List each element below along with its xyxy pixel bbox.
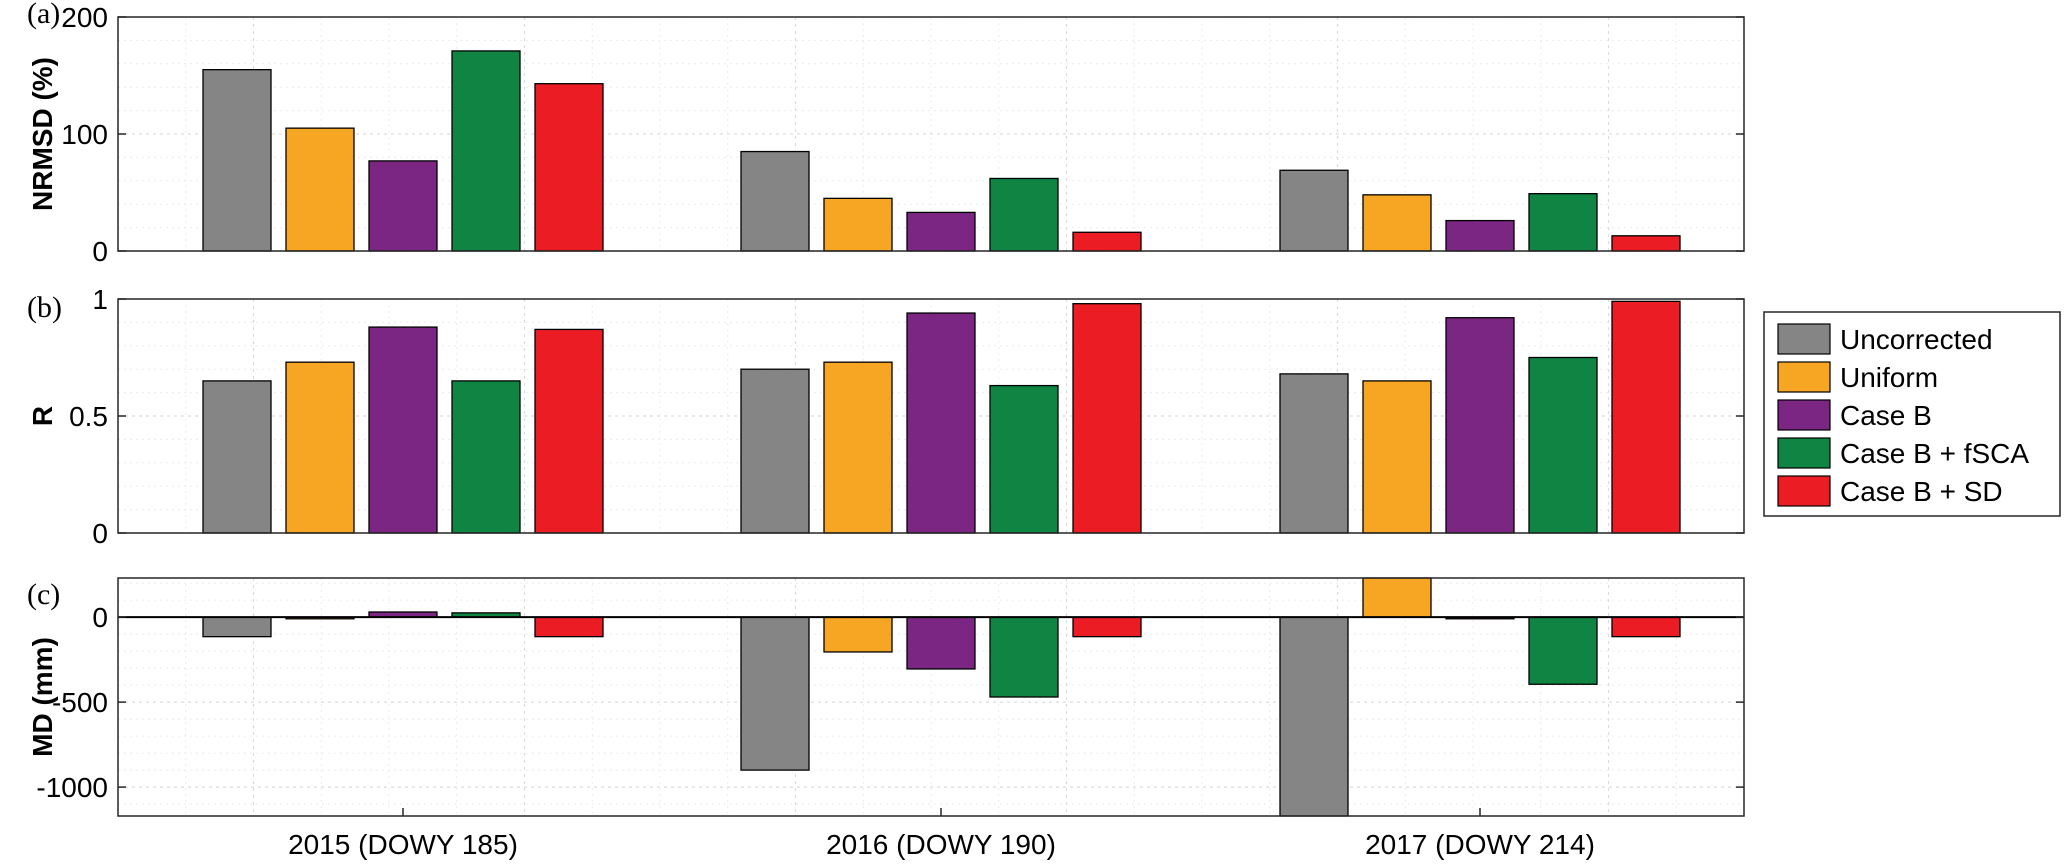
bar-uncorrected-2 <box>740 616 810 771</box>
x-tick-label: 2016 (DOWY 190) <box>826 829 1056 860</box>
axes-frame <box>117 577 1745 817</box>
legend-swatch <box>1777 361 1831 393</box>
y-axis-label: R <box>27 406 58 426</box>
bar-uncorrected-1 <box>202 616 272 638</box>
bar-case-b-sd-2 <box>1072 303 1142 534</box>
y-axis-label: NRMSD (%) <box>27 57 58 211</box>
bar-case-b-sd-2 <box>1072 231 1142 252</box>
y-axis-label: MD (mm) <box>27 637 58 757</box>
panel-tag: (a) <box>27 0 60 30</box>
bar-case-b-fsca-3 <box>1528 616 1598 685</box>
y-tick-label: 0 <box>92 602 108 633</box>
bar-case-b-1 <box>368 160 438 252</box>
bar-case-b-sd-1 <box>534 328 604 534</box>
legend-label: Case B + SD <box>1840 476 2003 507</box>
bar-case-b-fsca-2 <box>989 177 1059 252</box>
legend-label: Uncorrected <box>1840 324 1993 355</box>
x-tick-label: 2017 (DOWY 214) <box>1365 829 1595 860</box>
legend-swatch <box>1777 399 1831 431</box>
x-tick-label: 2015 (DOWY 185) <box>288 829 518 860</box>
bar-uniform-1 <box>285 361 355 534</box>
y-tick-label: -500 <box>52 687 108 718</box>
bar-uncorrected-2 <box>740 368 810 534</box>
bar-case-b-sd-1 <box>534 83 604 252</box>
bar-case-b-fsca-2 <box>989 384 1059 534</box>
bar-uncorrected-3 <box>1279 169 1349 252</box>
legend-swatch <box>1777 323 1831 355</box>
bar-case-b-sd-3 <box>1611 616 1681 638</box>
bar-case-b-fsca-2 <box>989 616 1059 698</box>
bar-uniform-2 <box>823 197 893 252</box>
bar-uniform-3 <box>1362 577 1432 618</box>
y-tick-label: 0 <box>92 236 108 267</box>
legend-label: Uniform <box>1840 362 1938 393</box>
legend-label: Case B + fSCA <box>1840 438 2029 469</box>
bar-case-b-sd-3 <box>1611 235 1681 252</box>
bar-uncorrected-1 <box>202 69 272 252</box>
bar-case-b-fsca-3 <box>1528 193 1598 252</box>
panel-c: -1000 -500 0 MD (mm) (c) <box>27 577 1745 817</box>
legend-label: Case B <box>1840 400 1932 431</box>
legend-swatch <box>1777 437 1831 469</box>
bar-case-b-2 <box>906 616 976 670</box>
bar-case-b-1 <box>368 326 438 534</box>
bar-case-b-sd-1 <box>534 616 604 638</box>
bar-case-b-3 <box>1445 219 1515 252</box>
bar-uncorrected-1 <box>202 380 272 534</box>
bar-uncorrected-3 <box>1279 373 1349 534</box>
y-tick-label: 0.5 <box>69 401 108 432</box>
panel-tag: (c) <box>27 578 60 611</box>
y-tick-label: -1000 <box>36 772 108 803</box>
legend-swatch <box>1777 475 1831 507</box>
bar-uniform-2 <box>823 616 893 653</box>
legend: Uncorrected Uniform Case B Case B + fSCA Cas… <box>1763 311 2061 517</box>
bar-case-b-sd-3 <box>1611 300 1681 534</box>
bar-case-b-2 <box>906 211 976 252</box>
bar-case-b-fsca-1 <box>451 380 521 534</box>
panel-b: 0 0.5 1 R (b) <box>27 284 1745 549</box>
bar-uniform-1 <box>285 127 355 252</box>
panel-tag: (b) <box>27 291 62 324</box>
y-tick-label: 200 <box>61 2 108 33</box>
bar-case-b-fsca-1 <box>451 50 521 252</box>
bar-case-b-3 <box>1445 317 1515 534</box>
y-tick-label: 100 <box>61 119 108 150</box>
bar-case-b-2 <box>906 312 976 534</box>
y-tick-label: 1 <box>92 284 108 315</box>
bar-uncorrected-2 <box>740 150 810 252</box>
y-tick-label: 0 <box>92 518 108 549</box>
bar-case-b-fsca-3 <box>1528 356 1598 534</box>
plot-area <box>118 578 1744 816</box>
bar-uniform-3 <box>1362 380 1432 534</box>
bar-uniform-2 <box>823 361 893 534</box>
bar-case-b-sd-2 <box>1072 616 1142 638</box>
bar-uncorrected-3 <box>1279 616 1349 817</box>
bar-uniform-3 <box>1362 194 1432 252</box>
